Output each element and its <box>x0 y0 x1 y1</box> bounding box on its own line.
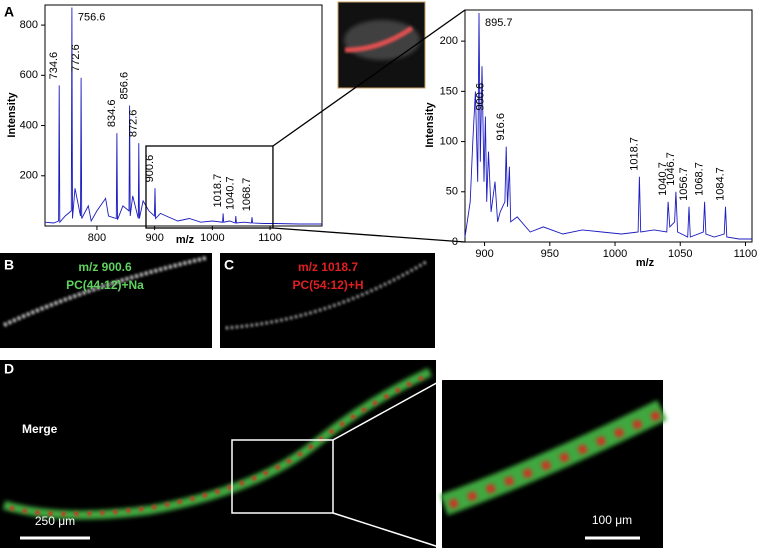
peak-label: 1068.7 <box>241 178 253 212</box>
ion-label: m/z 900.6 <box>78 260 132 274</box>
y-axis-label: Intensity <box>424 102 436 148</box>
x-tick-label: 1000 <box>200 232 224 244</box>
ion-label: m/z 1018.7 <box>298 260 358 274</box>
panel-d-image: 250 μm Merge D <box>0 360 436 548</box>
x-tick-label: 1050 <box>668 248 692 260</box>
thumbnail <box>337 1 426 89</box>
peak-label: 1040.7 <box>657 162 669 196</box>
peak-label: 900.6 <box>144 155 156 183</box>
peak-label: 856.6 <box>119 72 131 100</box>
lipid-label: PC(44:12)+Na <box>66 278 144 292</box>
zoom-connector <box>272 227 466 243</box>
y-tick-label: 800 <box>20 19 38 31</box>
peak-label: 1068.7 <box>694 162 706 196</box>
panel-b-image: m/z 900.6 PC(44:12)+Na B <box>0 253 212 348</box>
lipid-label: PC(54:12)+H <box>292 278 363 292</box>
scale-bar-label: 250 μm <box>35 514 75 528</box>
panel-label: D <box>4 361 14 377</box>
y-tick-label: 400 <box>20 119 38 131</box>
peak-label: 1018.7 <box>628 137 640 171</box>
x-tick-label: 900 <box>145 232 163 244</box>
y-axis-label: Intensity <box>6 92 18 138</box>
y-tick-label: 600 <box>20 69 38 81</box>
peak-label: 872.6 <box>128 110 140 138</box>
spectrum-chart: 800 900 1000 1100 200 400 600 800 m/z Intensity 73… <box>6 4 323 246</box>
zoom-connector <box>272 9 466 147</box>
peak-label: 734.6 <box>48 52 60 80</box>
x-axis-label: m/z <box>636 257 655 269</box>
scale-bar-label: 100 μm <box>592 513 632 527</box>
panel-label: C <box>224 257 234 273</box>
peak-label: 895.7 <box>485 17 513 29</box>
x-tick-label: 900 <box>475 248 493 260</box>
y-tick-label: 200 <box>440 35 458 47</box>
peak-label: 1018.7 <box>212 174 224 208</box>
peak-label: 834.6 <box>106 100 118 128</box>
spectrum-line <box>44 7 322 225</box>
x-tick-label: 1000 <box>603 248 627 260</box>
x-tick-label: 1100 <box>734 248 758 260</box>
x-tick-label: 1100 <box>258 232 282 244</box>
panel-label: A <box>4 4 14 20</box>
peak-label: 1084.7 <box>714 167 726 201</box>
spectrum-line <box>464 12 752 240</box>
panel-d-zoom: 100 μm <box>332 379 667 549</box>
peak-label: 900.6 <box>474 83 486 111</box>
spectrum-chart: 900950100010501100050100150200m/zIntensi… <box>424 9 758 269</box>
peak-label: 756.6 <box>78 11 106 23</box>
x-axis-label: m/z <box>176 234 195 246</box>
peak-label: 772.6 <box>70 44 82 72</box>
panel-label: B <box>4 257 14 273</box>
zoom-box <box>145 145 274 229</box>
plot-frame <box>464 9 753 243</box>
y-tick-label: 100 <box>440 135 458 147</box>
y-tick-label: 150 <box>440 85 458 97</box>
y-tick-label: 50 <box>446 186 458 198</box>
peak-label: 1046.7 <box>665 152 677 186</box>
x-tick-label: 950 <box>541 248 559 260</box>
merge-label: Merge <box>22 422 58 436</box>
plot-frame <box>44 4 323 227</box>
panel-c-image: m/z 1018.7 PC(54:12)+H C <box>220 253 435 348</box>
y-tick-label: 200 <box>20 170 38 182</box>
peak-label: 916.6 <box>495 113 507 141</box>
peak-label: 1040.7 <box>225 176 237 210</box>
peak-label: 1056.7 <box>678 167 690 201</box>
x-tick-label: 800 <box>88 232 106 244</box>
